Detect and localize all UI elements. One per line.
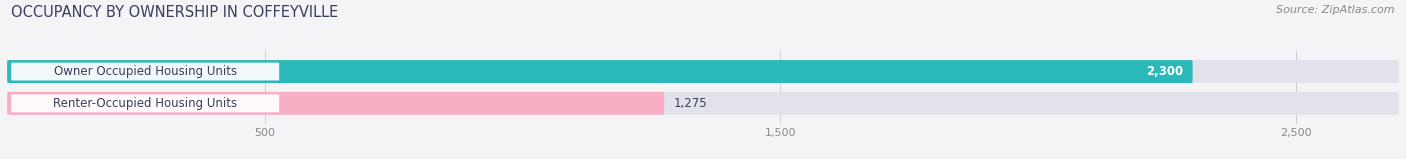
FancyBboxPatch shape: [11, 63, 280, 80]
Text: Renter-Occupied Housing Units: Renter-Occupied Housing Units: [53, 97, 238, 110]
Text: OCCUPANCY BY OWNERSHIP IN COFFEYVILLE: OCCUPANCY BY OWNERSHIP IN COFFEYVILLE: [11, 5, 339, 20]
Text: Source: ZipAtlas.com: Source: ZipAtlas.com: [1277, 5, 1395, 15]
Text: Owner Occupied Housing Units: Owner Occupied Housing Units: [53, 65, 236, 78]
Text: 2,300: 2,300: [1146, 65, 1184, 78]
Text: 1,275: 1,275: [673, 97, 707, 110]
FancyBboxPatch shape: [11, 94, 280, 112]
FancyBboxPatch shape: [7, 60, 1192, 83]
FancyBboxPatch shape: [7, 92, 664, 115]
FancyBboxPatch shape: [7, 92, 1399, 115]
FancyBboxPatch shape: [7, 60, 1399, 83]
